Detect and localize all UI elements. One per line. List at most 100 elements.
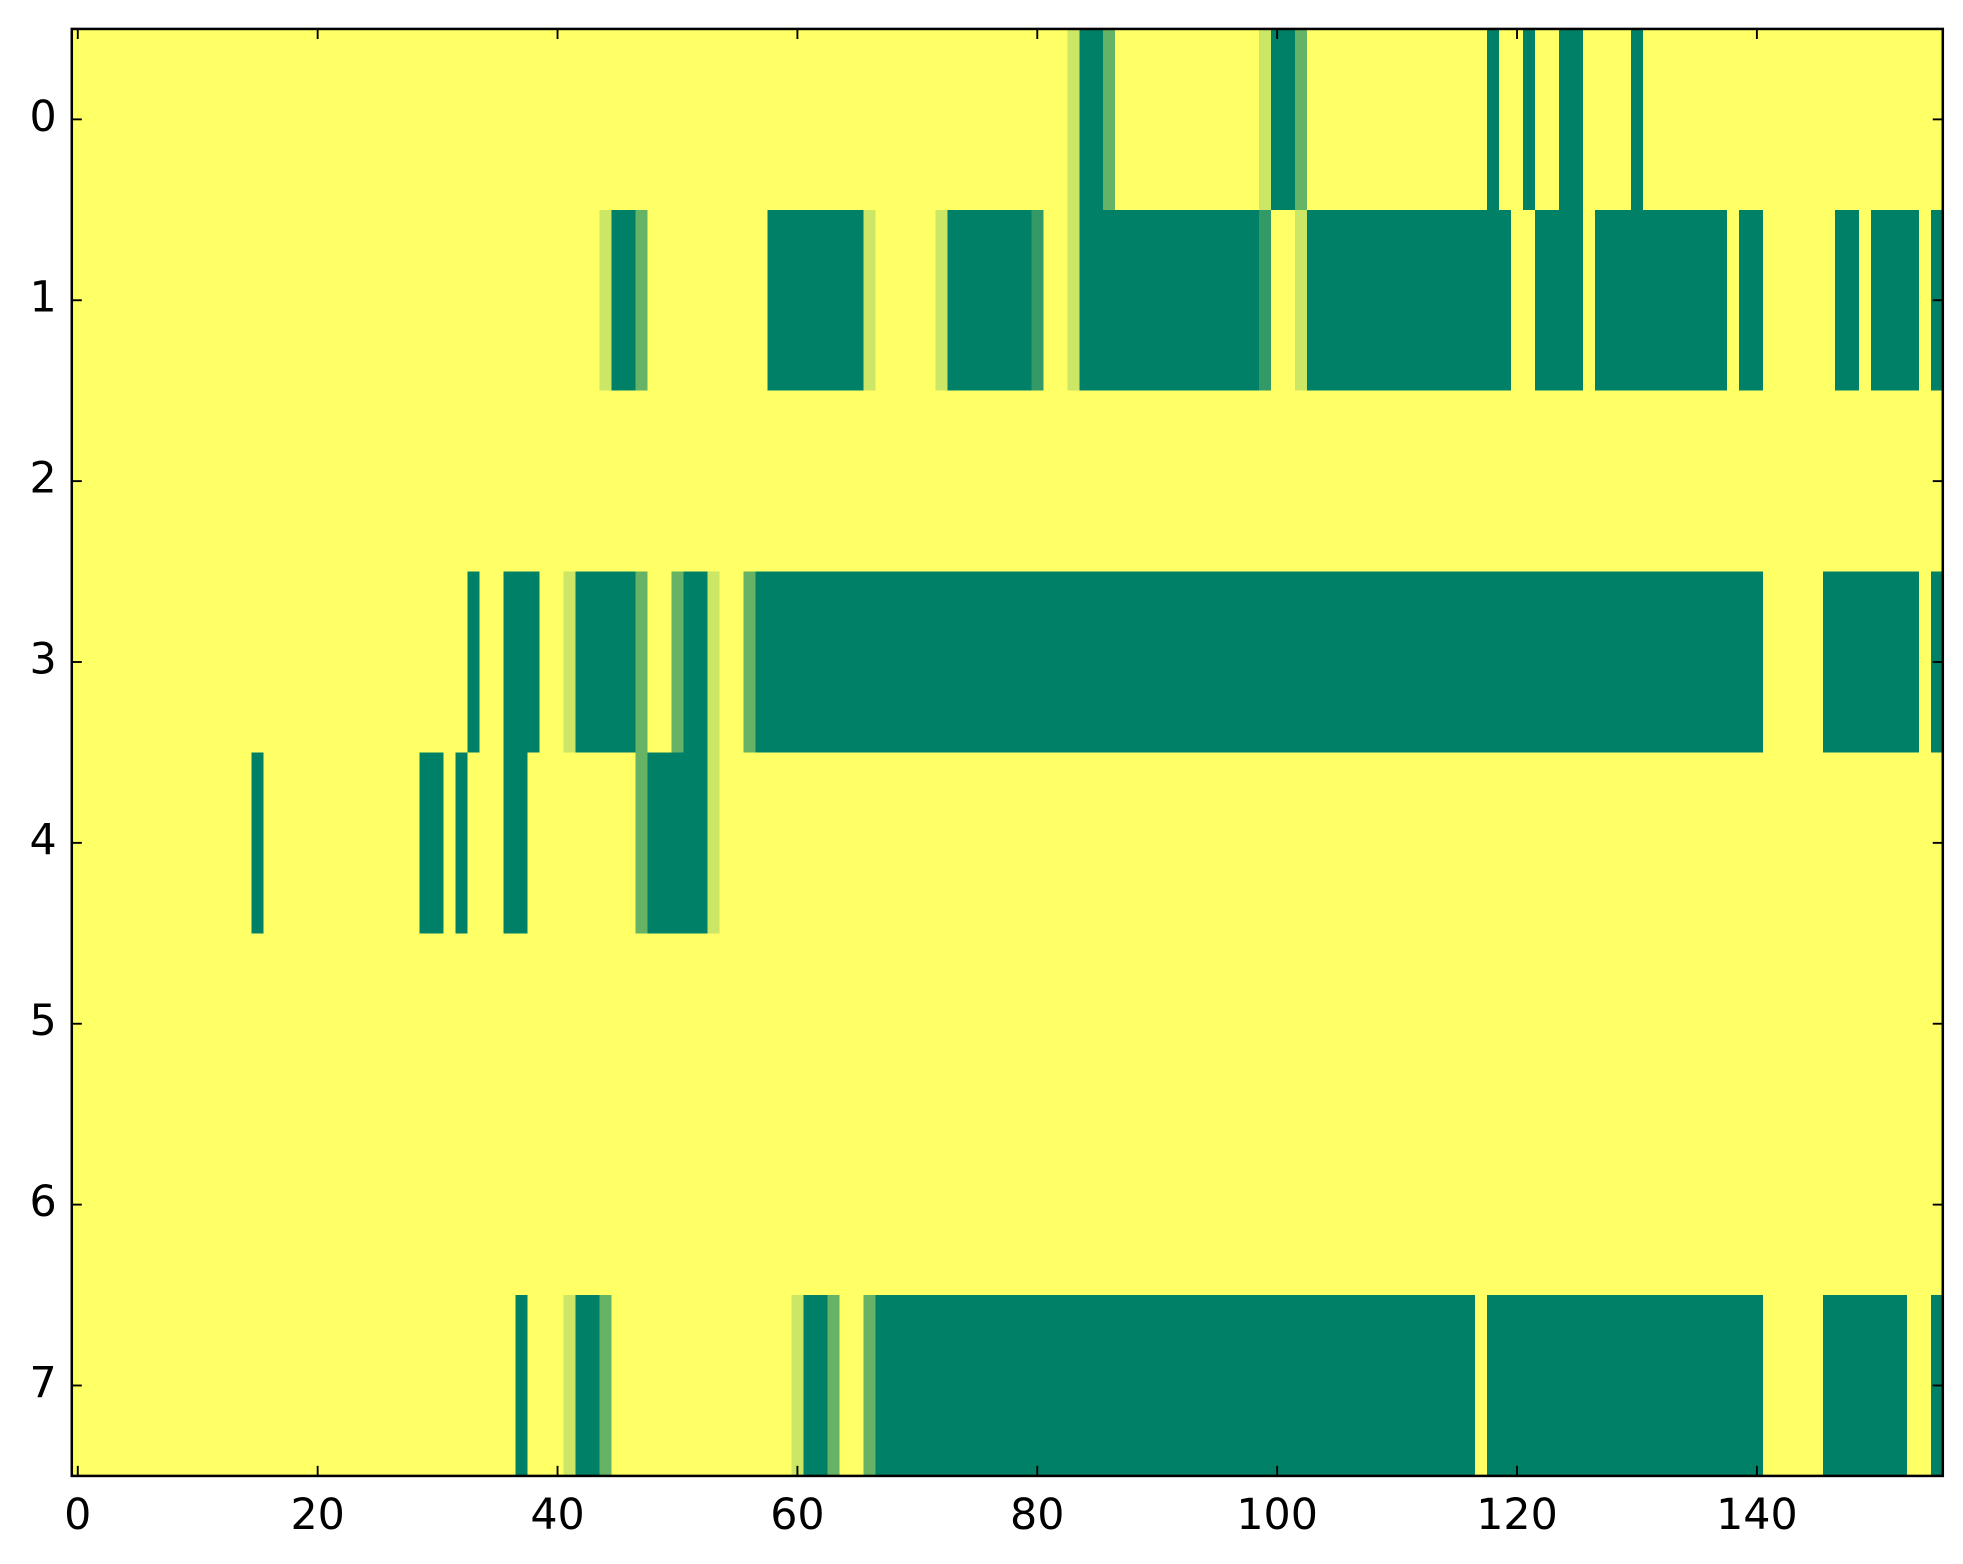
heatmap-cell [827,390,841,573]
x-tick-label: 20 [290,1490,344,1540]
heatmap-cell [731,28,745,211]
heatmap-cell [1822,1114,1836,1296]
heatmap-cell [359,209,373,392]
heatmap-cell [1606,752,1620,935]
heatmap-cell [899,933,913,1115]
heatmap-cell [551,1114,565,1296]
heatmap-cell [419,1295,433,1477]
heatmap-cell [971,1295,985,1477]
heatmap-cell [1127,571,1140,754]
heatmap-cell [1367,933,1380,1115]
heatmap-cell [803,752,817,935]
heatmap-cell [1379,209,1392,392]
heatmap-cell [1271,1114,1284,1296]
heatmap-cell [719,571,733,754]
heatmap-cell [119,752,133,935]
heatmap-cell [779,1114,793,1296]
heatmap-cell [1547,28,1560,211]
heatmap-cell [383,1114,397,1296]
heatmap-cell [959,571,973,754]
heatmap-cell [1199,28,1212,211]
heatmap-cell [1427,1114,1440,1296]
heatmap-cell [827,209,841,392]
heatmap-cell [1894,1114,1908,1296]
heatmap-cell [239,1114,253,1296]
heatmap-cell [743,752,757,935]
heatmap-cell [167,1295,181,1477]
heatmap-cell [119,1114,133,1296]
heatmap-cell [635,209,649,392]
heatmap-cell [431,752,445,935]
heatmap-cell [779,1295,793,1477]
heatmap-cell [1103,390,1116,573]
heatmap-cell [347,209,361,392]
heatmap-cell [575,571,589,754]
heatmap-cell [1355,571,1368,754]
heatmap-cell [1247,390,1260,573]
heatmap-cell [1355,28,1368,211]
heatmap-cell [395,28,409,211]
heatmap-cell [1259,1114,1272,1296]
heatmap-cell [1906,28,1920,211]
heatmap-cell [587,28,601,211]
heatmap-cell [959,1114,973,1296]
heatmap-cell [1726,1295,1740,1477]
heatmap-cell [1451,933,1464,1115]
heatmap-cell [1223,28,1236,211]
heatmap-cell [359,752,373,935]
heatmap-cell [575,1114,589,1296]
heatmap-cell [503,209,517,392]
heatmap-cell [179,390,193,573]
heatmap-cell [1271,390,1284,573]
heatmap-cell [1762,209,1776,392]
heatmap-cell [1043,933,1057,1115]
heatmap-cell [1115,571,1128,754]
heatmap-cell [347,390,361,573]
heatmap-cell [347,752,361,935]
heatmap-cell [1343,390,1356,573]
heatmap-cell [1019,1114,1033,1296]
heatmap-cell [1343,1114,1356,1296]
heatmap-cell [1175,390,1188,573]
heatmap-cell [743,1114,757,1296]
heatmap-cell [1774,209,1788,392]
heatmap-cell [479,933,493,1115]
heatmap-cell [779,571,793,754]
heatmap-cell [1367,1295,1380,1477]
y-tick-label: 2 [29,454,56,504]
heatmap-cell [1043,571,1057,754]
heatmap-cell [527,390,541,573]
heatmap-cell [1355,933,1368,1115]
heatmap-cell [839,1114,853,1296]
heatmap-cell [455,1295,469,1477]
heatmap-cell [1211,1295,1224,1477]
heatmap-cell [1175,933,1188,1115]
heatmap-cell [1391,1114,1404,1296]
heatmap-cell [287,1295,301,1477]
heatmap-cell [851,933,865,1115]
heatmap-cell [1606,28,1620,211]
heatmap-cell [1738,571,1752,754]
heatmap-cell [1870,28,1884,211]
heatmap-cell [131,933,145,1115]
heatmap-cell [179,1295,193,1477]
heatmap-cell [1307,571,1320,754]
heatmap-cell [1582,209,1596,392]
heatmap-cell [1175,752,1188,935]
heatmap-cell [203,571,217,754]
heatmap-cell [1690,1114,1704,1296]
heatmap-cell [575,28,589,211]
heatmap-cell [635,1295,649,1477]
heatmap-cell [323,752,337,935]
heatmap-cell [1559,28,1572,211]
heatmap-cell [695,390,709,573]
heatmap-cell [803,571,817,754]
heatmap-cell [647,209,661,392]
heatmap-cell [1642,209,1656,392]
heatmap-cell [1834,1295,1848,1477]
heatmap-cell [1475,209,1488,392]
heatmap-cell [1235,28,1248,211]
heatmap-cell [1702,28,1716,211]
heatmap-cell [467,28,481,211]
heatmap-cell [647,571,661,754]
